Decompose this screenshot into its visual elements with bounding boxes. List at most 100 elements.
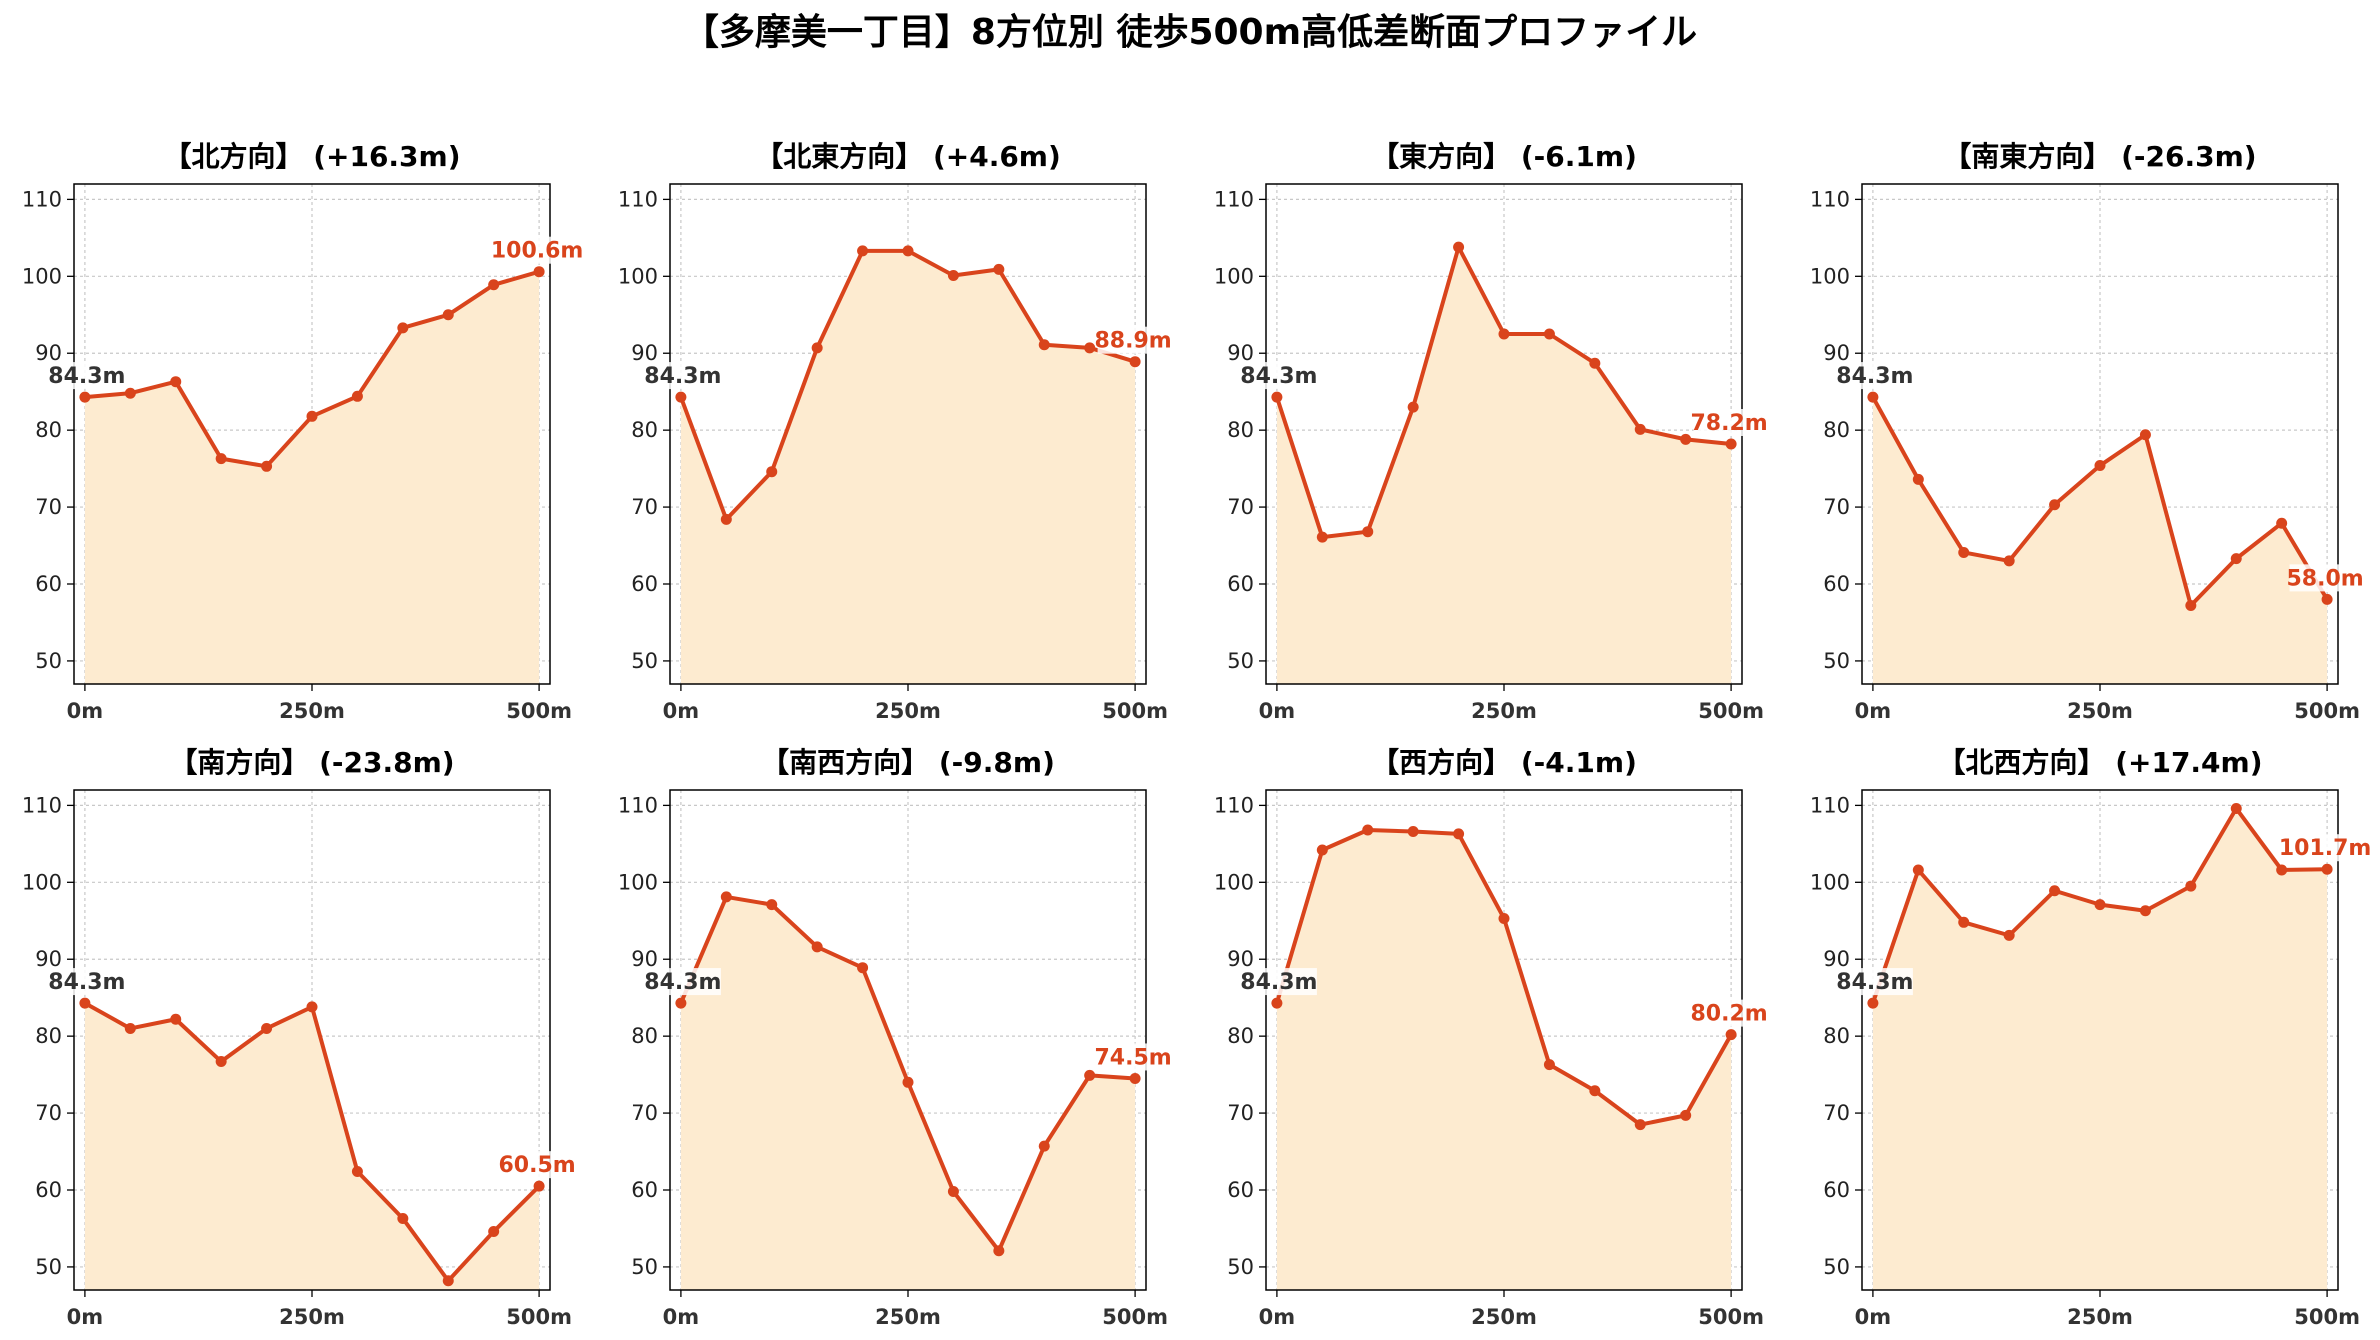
y-tick-label: 110	[22, 187, 62, 211]
data-point	[1316, 844, 1328, 856]
y-tick-label: 90	[1227, 947, 1254, 971]
x-tick-label: 0m	[67, 1305, 104, 1329]
data-point	[124, 1022, 136, 1034]
x-tick-label: 250m	[1471, 699, 1537, 723]
data-point	[533, 1180, 545, 1192]
y-tick-label: 70	[1823, 495, 1850, 519]
data-point	[1453, 241, 1465, 253]
x-tick-label: 500m	[2294, 1305, 2360, 1329]
y-tick-label: 90	[1823, 947, 1850, 971]
end-label-bg	[1097, 1043, 1169, 1071]
y-tick-label: 110	[22, 793, 62, 817]
y-tick-label: 110	[618, 187, 658, 211]
panel-title: 【西方向】 (-4.1m)	[1371, 746, 1637, 779]
elevation-area	[84, 1003, 540, 1290]
data-point	[1680, 433, 1692, 445]
data-point	[2321, 863, 2333, 875]
y-tick-label: 50	[1227, 1255, 1254, 1279]
data-point	[1958, 546, 1970, 558]
data-point	[993, 1245, 1005, 1257]
y-tick-label: 50	[1823, 1255, 1850, 1279]
x-tick-label: 500m	[2294, 699, 2360, 723]
y-tick-label: 60	[1227, 1178, 1254, 1202]
data-point	[993, 263, 1005, 275]
x-tick-label: 0m	[663, 1305, 700, 1329]
data-point	[1543, 328, 1555, 340]
end-label-bg	[2283, 834, 2368, 862]
x-tick-label: 250m	[2067, 1305, 2133, 1329]
y-tick-label: 70	[631, 1101, 658, 1125]
panel-title: 【東方向】 (-6.1m)	[1371, 140, 1637, 173]
data-point	[79, 391, 91, 403]
start-label-bg	[1836, 362, 1913, 390]
y-tick-label: 100	[1810, 264, 1850, 288]
end-label-bg	[495, 236, 580, 264]
data-point	[1589, 1085, 1601, 1097]
data-point	[1498, 328, 1510, 340]
start-elevation-label: 84.3m	[1836, 364, 1913, 389]
data-point	[124, 387, 136, 399]
data-point	[170, 1013, 182, 1025]
data-point	[1680, 1109, 1692, 1121]
y-tick-label: 60	[35, 572, 62, 596]
start-label-bg	[1240, 362, 1317, 390]
end-elevation-label: 100.6m	[491, 239, 584, 264]
panel-2: 【北東方向】 (+4.6m) 50 60 70 80 90 100 110 0m 250m 500m…	[618, 140, 1172, 723]
start-elevation-label: 84.3m	[644, 364, 721, 389]
data-point	[79, 997, 91, 1009]
panel-title: 【南方向】 (-23.8m)	[169, 746, 454, 779]
x-tick-label: 500m	[506, 1305, 572, 1329]
data-point	[1362, 824, 1374, 836]
y-tick-label: 50	[1227, 649, 1254, 673]
y-tick-label: 110	[1214, 187, 1254, 211]
x-tick-label: 500m	[506, 699, 572, 723]
y-tick-label: 80	[1823, 418, 1850, 442]
y-tick-label: 100	[22, 264, 62, 288]
data-point	[766, 466, 778, 478]
data-point	[1453, 828, 1465, 840]
y-tick-label: 110	[1214, 793, 1254, 817]
data-point	[306, 1001, 318, 1013]
start-elevation-label: 84.3m	[1836, 970, 1913, 995]
x-tick-label: 250m	[2067, 699, 2133, 723]
data-point	[1958, 916, 1970, 928]
data-point	[1725, 438, 1737, 450]
y-tick-label: 80	[631, 1024, 658, 1048]
data-point	[2003, 929, 2015, 941]
data-point	[2185, 880, 2197, 892]
data-point	[811, 941, 823, 953]
elevation-area	[84, 271, 540, 684]
y-tick-label: 110	[1810, 793, 1850, 817]
y-tick-label: 80	[1227, 418, 1254, 442]
data-point	[1498, 912, 1510, 924]
start-label-bg	[48, 362, 125, 390]
y-tick-label: 50	[1823, 649, 1850, 673]
data-point	[902, 245, 914, 257]
end-label-bg	[1693, 409, 1765, 436]
y-tick-label: 80	[35, 1024, 62, 1048]
y-tick-label: 90	[35, 341, 62, 365]
data-point	[1362, 526, 1374, 538]
y-tick-label: 80	[1227, 1024, 1254, 1048]
end-elevation-label: 80.2m	[1690, 1002, 1767, 1027]
data-point	[1316, 531, 1328, 543]
y-tick-label: 100	[1810, 870, 1850, 894]
data-point	[261, 1022, 273, 1034]
y-tick-label: 90	[631, 341, 658, 365]
elevation-area	[1276, 247, 1732, 685]
y-tick-label: 100	[1214, 264, 1254, 288]
data-point	[442, 1275, 454, 1287]
data-point	[397, 1212, 409, 1224]
data-point	[1867, 997, 1879, 1009]
end-elevation-label: 74.5m	[1094, 1045, 1171, 1070]
data-point	[442, 309, 454, 321]
y-tick-label: 50	[631, 1255, 658, 1279]
data-point	[1407, 401, 1419, 413]
start-label-bg	[644, 362, 721, 390]
data-point	[675, 391, 687, 403]
elevation-area	[1276, 830, 1732, 1290]
data-point	[1912, 864, 1924, 876]
end-label-bg	[1097, 326, 1169, 354]
x-tick-label: 0m	[67, 699, 104, 723]
